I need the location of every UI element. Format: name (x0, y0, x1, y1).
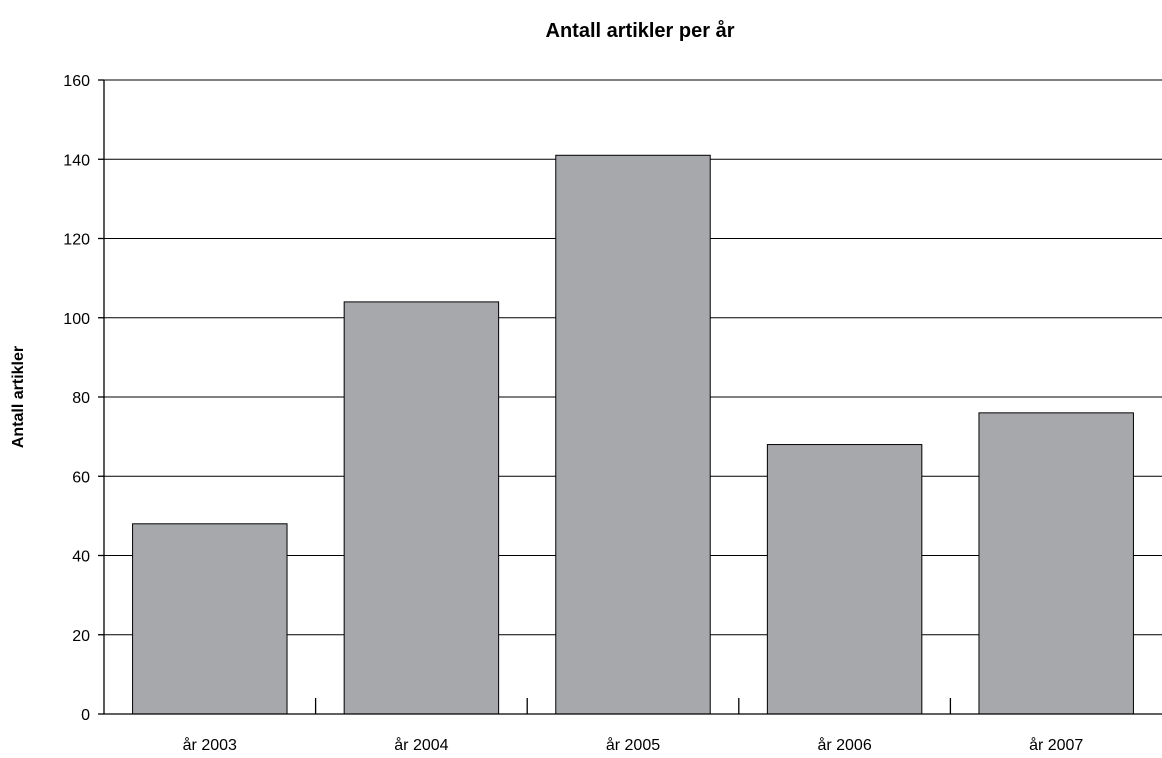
bar-1 (132, 523, 288, 715)
y-tick-label: 100 (63, 311, 90, 328)
y-tick-label: 20 (72, 628, 90, 645)
bar-5 (978, 412, 1134, 715)
x-tick-label: år 2004 (394, 736, 448, 754)
y-tick-labels: 0 20 40 60 80 100 120 140 160 (63, 73, 90, 724)
y-tick-label: 160 (63, 73, 90, 90)
y-tick-label: 80 (72, 390, 90, 407)
bar-3 (555, 154, 711, 715)
bar-2 (343, 301, 500, 715)
axes (98, 79, 1162, 715)
y-tick-label: 40 (72, 549, 90, 566)
x-tick-label: år 2003 (183, 736, 237, 754)
x-tick-labels: år 2003 år 2004 år 2005 år 2006 år 2007 (183, 736, 1084, 754)
x-tick-label: år 2005 (606, 736, 660, 754)
x-tick-label: år 2007 (1029, 736, 1083, 754)
y-tick-label: 140 (63, 152, 90, 169)
chart-title: Antall artikler per år (546, 19, 735, 42)
bars (132, 154, 1134, 715)
y-tick-label: 0 (81, 707, 90, 724)
bar-4 (766, 444, 923, 715)
y-tick-label: 60 (72, 469, 90, 486)
y-tick-label: 120 (63, 232, 90, 249)
y-axis-label: Antall artikler (10, 346, 27, 448)
x-tick-label: år 2006 (817, 736, 871, 754)
